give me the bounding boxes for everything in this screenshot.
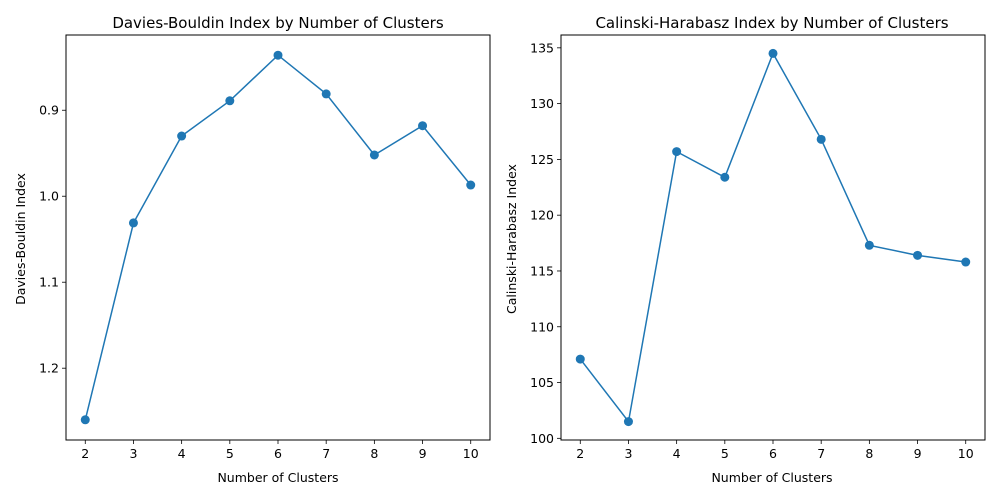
series-line: [84, 54, 472, 420]
y-tick-label: 110: [530, 319, 554, 334]
x-tick-label: 5: [721, 446, 729, 461]
data-point: [321, 89, 331, 99]
x-tick-label: 3: [129, 446, 137, 461]
x-tick-label: 10: [958, 446, 974, 461]
y-tick-label: 130: [530, 96, 554, 111]
x-tick-label: 4: [673, 446, 681, 461]
x-tick-label: 8: [370, 446, 378, 461]
data-point: [720, 172, 730, 182]
plot-frame: [560, 34, 986, 441]
x-axis-label: Number of Clusters: [711, 470, 832, 485]
y-tick-label: 1.0: [39, 189, 59, 204]
data-point: [864, 240, 874, 250]
x-tick-label: 9: [419, 446, 427, 461]
series-group: [80, 50, 476, 425]
data-point: [418, 121, 428, 131]
y-tick-label: 1.2: [39, 361, 59, 376]
series-group: [575, 48, 971, 427]
data-point: [225, 96, 235, 106]
x-tick-label: 4: [178, 446, 186, 461]
data-point: [913, 250, 923, 260]
y-tick-label: 120: [530, 208, 554, 223]
data-point: [768, 48, 778, 58]
x-tick-label: 9: [914, 446, 922, 461]
y-tick-label: 135: [530, 40, 554, 55]
x-tick-label: 3: [624, 446, 632, 461]
y-tick-label: 1.1: [39, 275, 59, 290]
chart-title: Calinski-Harabasz Index by Number of Clu…: [595, 14, 948, 32]
y-axis-label: Davies-Bouldin Index: [13, 173, 28, 305]
data-point: [128, 218, 138, 228]
x-tick-label: 7: [322, 446, 330, 461]
data-point: [575, 354, 585, 364]
y-tick-label: 105: [530, 375, 554, 390]
tick-group: 2 3 4 5 6 7 8 9 10 100 105 110 115 120 125 130 135: [530, 40, 974, 461]
x-axis-label: Number of Clusters: [217, 470, 338, 485]
plot-frame: [65, 34, 491, 441]
y-tick-label: 0.9: [39, 103, 59, 118]
data-point: [273, 50, 283, 60]
x-tick-label: 5: [226, 446, 234, 461]
data-point: [672, 147, 682, 157]
data-point: [369, 150, 379, 160]
y-tick-label: 100: [530, 431, 554, 446]
tick-group: 2 3 4 5 6 7 8 9 10 0.9 1.0 1.1 1.2: [39, 103, 479, 461]
data-point: [816, 134, 826, 144]
data-point: [623, 417, 633, 427]
data-point: [466, 180, 476, 190]
calinski-harabasz-chart: Calinski-Harabasz Index by Number of Clu…: [504, 14, 986, 485]
chart-title: Davies-Bouldin Index by Number of Cluste…: [112, 14, 444, 32]
data-point: [961, 257, 971, 267]
y-tick-label: 125: [530, 152, 554, 167]
series-line: [579, 51, 966, 424]
x-tick-label: 8: [865, 446, 873, 461]
y-axis-label: Calinski-Harabasz Index: [504, 164, 519, 314]
y-tick-label: 115: [530, 263, 554, 278]
data-point: [80, 415, 90, 425]
x-tick-label: 6: [769, 446, 777, 461]
x-tick-label: 6: [274, 446, 282, 461]
x-tick-label: 10: [463, 446, 479, 461]
x-tick-label: 2: [81, 446, 89, 461]
x-tick-label: 7: [817, 446, 825, 461]
data-point: [177, 131, 187, 141]
davies-bouldin-chart: Davies-Bouldin Index by Number of Cluste…: [13, 14, 491, 485]
x-tick-label: 2: [576, 446, 584, 461]
